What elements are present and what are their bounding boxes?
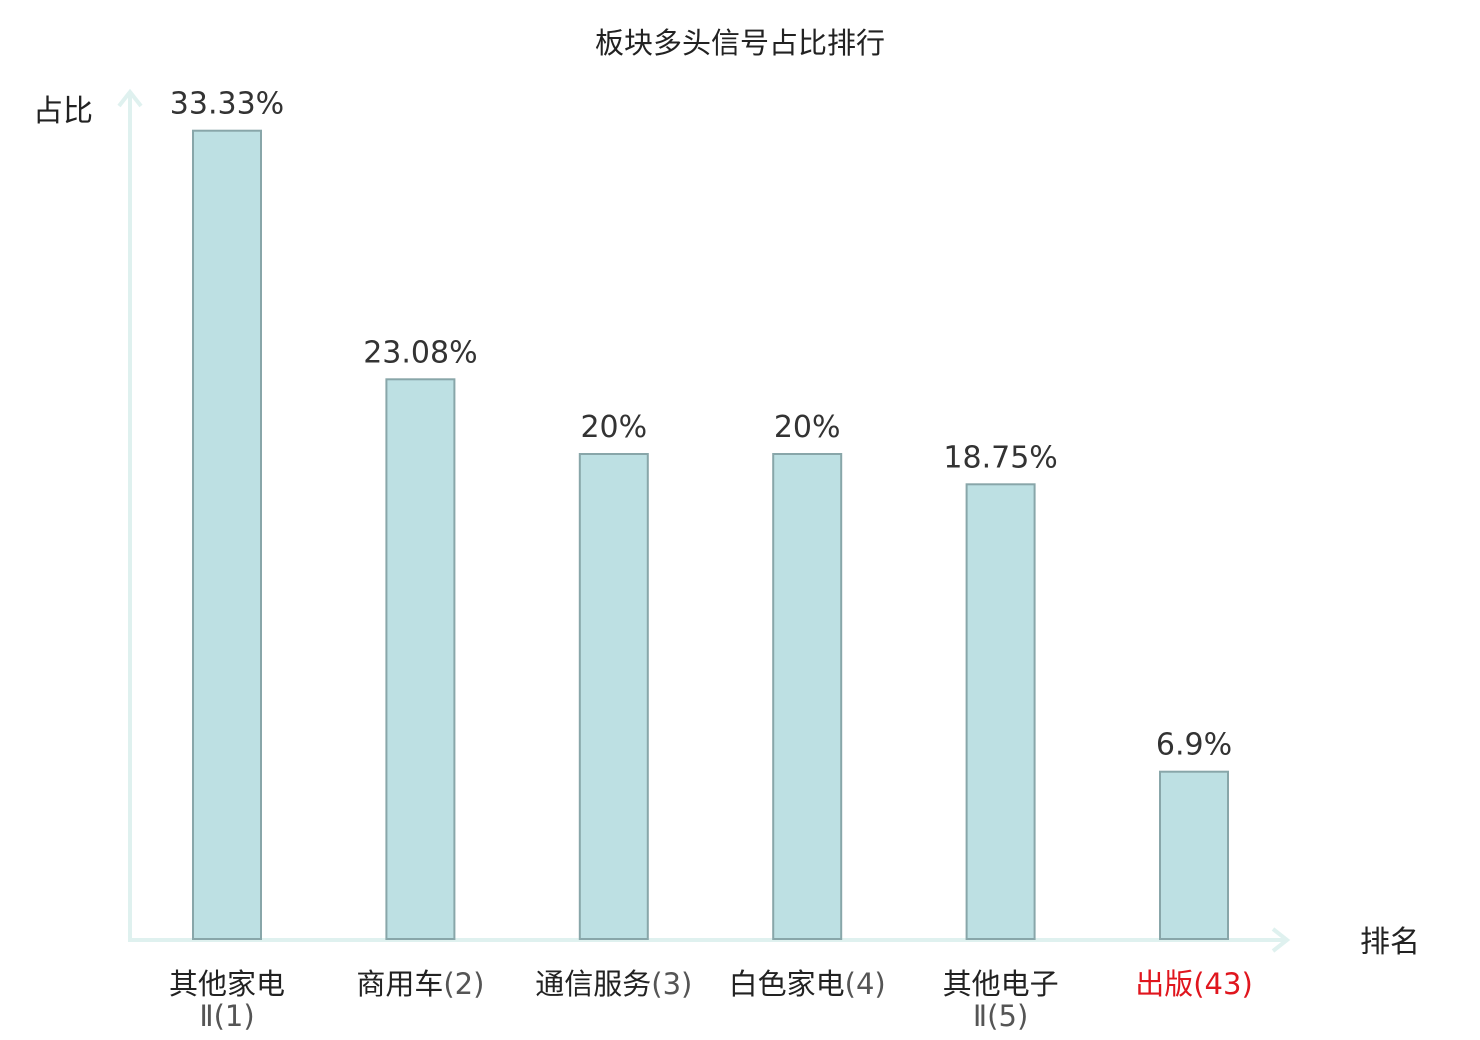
value-label-4: 20% <box>774 410 841 445</box>
chart-title: 板块多头信号占比排行 <box>595 26 885 60</box>
value-label-6: 6.9% <box>1156 728 1232 763</box>
x-axis-arrow <box>1271 927 1291 953</box>
bar-2 <box>385 378 456 940</box>
category-label-2: 商用车(2) <box>356 967 484 1001</box>
bar-1 <box>192 129 262 940</box>
bar-4 <box>772 453 843 940</box>
y-axis-label: 占比 <box>33 94 93 129</box>
category-rank-6: (43) <box>1193 967 1253 1001</box>
category-rank-4: (4) <box>845 967 886 1001</box>
value-label-5: 18.75% <box>943 440 1057 475</box>
category-label-4: 白色家电(4) <box>729 967 886 1001</box>
category-label-3: 通信服务(3) <box>535 967 692 1001</box>
category-rank-5: Ⅱ(5) <box>973 999 1028 1033</box>
category-label-1: 其他家电 <box>169 967 285 1001</box>
value-labels-group: 33.33% 23.08% 20% 20% 18.75% 6.9% <box>170 87 1232 763</box>
category-rank-2: (2) <box>443 967 484 1001</box>
category-name-2: 商用车 <box>356 967 443 1001</box>
category-rank-1: Ⅱ(1) <box>199 999 254 1033</box>
x-axis-label: 排名 <box>1360 925 1420 960</box>
y-axis-arrow <box>117 88 143 108</box>
category-rank-3: (3) <box>651 967 692 1001</box>
category-name-6: 出版 <box>1135 967 1193 1001</box>
bar-3 <box>578 453 649 940</box>
value-label-2: 23.08% <box>363 335 477 370</box>
bars-group <box>192 129 1229 941</box>
value-label-1: 33.33% <box>170 87 284 122</box>
value-label-3: 20% <box>580 410 647 445</box>
bar-5 <box>965 483 1036 940</box>
category-label-5: 其他电子 <box>943 967 1059 1001</box>
category-label-6: 出版(43) <box>1135 967 1253 1001</box>
bar-6 <box>1159 770 1229 941</box>
category-name-3: 通信服务 <box>535 967 651 1001</box>
category-name-4: 白色家电 <box>729 967 845 1001</box>
